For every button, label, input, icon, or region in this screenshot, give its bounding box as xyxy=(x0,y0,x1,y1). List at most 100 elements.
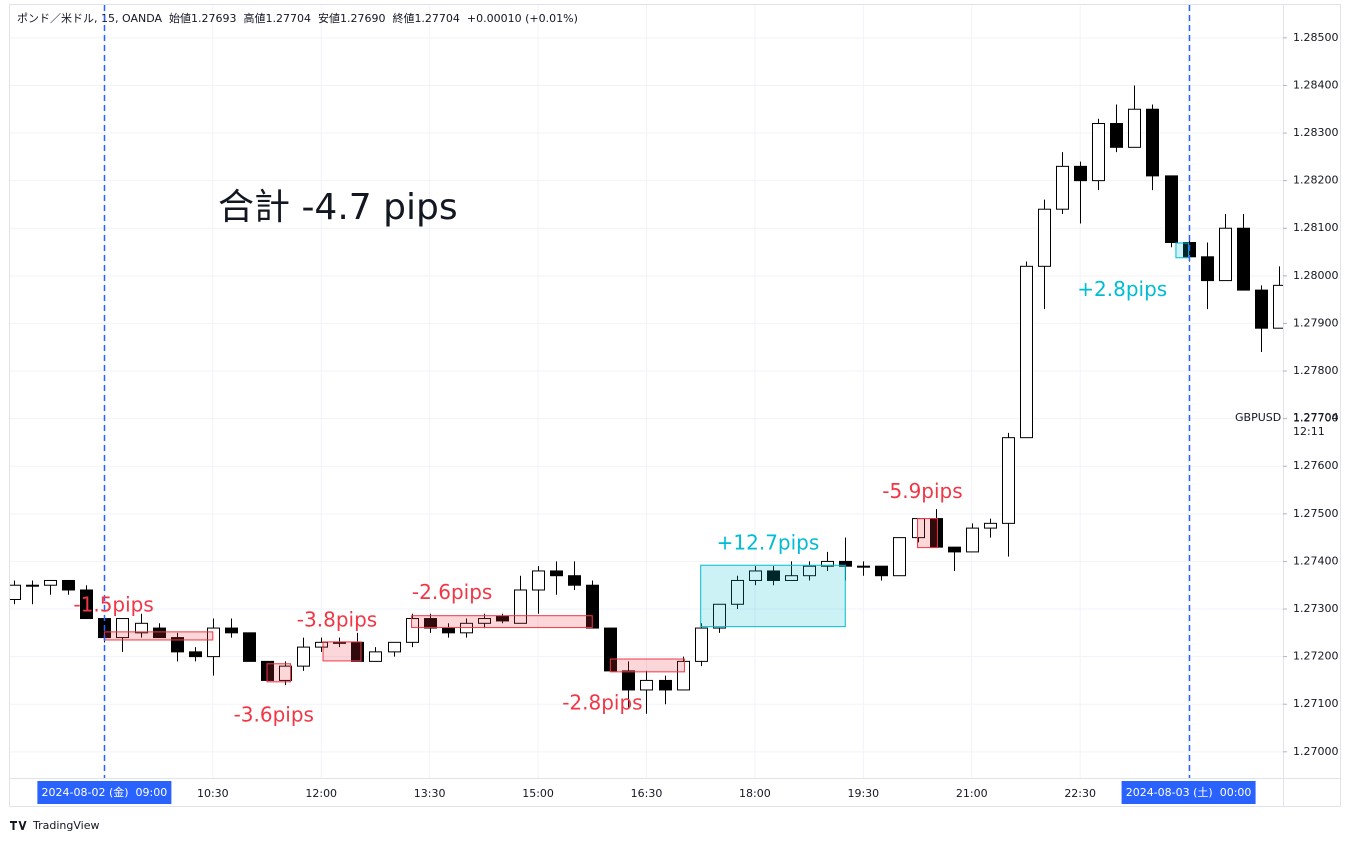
candle-body xyxy=(785,575,798,581)
frame xyxy=(9,4,1341,807)
candle-body xyxy=(857,565,870,568)
y-tick-label: 1.27600 xyxy=(1293,459,1339,472)
candle-body xyxy=(26,584,39,587)
x-tick-label: 13:30 xyxy=(414,787,446,800)
candle-body xyxy=(622,670,635,691)
total-label: 合計 -4.7 pips xyxy=(218,187,458,228)
x-tick-label: 19:30 xyxy=(847,787,879,800)
candle-body xyxy=(80,589,93,620)
x-tick-label: 16:30 xyxy=(631,787,663,800)
candle-body xyxy=(406,618,419,643)
candle-body xyxy=(677,660,690,691)
candle-body xyxy=(984,522,997,529)
candle-body xyxy=(1056,165,1069,210)
candle-body xyxy=(1146,108,1159,177)
candle-body xyxy=(731,579,744,605)
brand-logo xyxy=(10,821,27,830)
range-label: -3.8pips xyxy=(297,607,377,631)
x-tick-label: 22:30 xyxy=(1064,787,1096,800)
plot xyxy=(10,85,1283,714)
candle-body xyxy=(893,537,906,577)
x-tick-label: 18:00 xyxy=(739,787,771,800)
x-tick-label: 2024-08-03 (土) 00:00 xyxy=(1126,786,1252,799)
candle-body xyxy=(1110,123,1123,148)
candle-body xyxy=(44,579,57,586)
candle-body xyxy=(1237,227,1250,291)
grid xyxy=(10,5,1283,778)
y-tick-label: 1.27900 xyxy=(1293,316,1339,329)
candle-body xyxy=(10,584,21,601)
candle-body xyxy=(550,570,563,577)
range-label: +2.8pips xyxy=(1077,277,1167,301)
y-tick-label: 1.27800 xyxy=(1293,364,1339,377)
x-tick-label: 15:00 xyxy=(522,787,554,800)
y-tick-label: 1.27700 xyxy=(1293,412,1339,425)
candle-body xyxy=(948,546,961,553)
candle-body xyxy=(1219,227,1232,282)
range-label: -5.9pips xyxy=(882,479,962,503)
range-label: -2.6pips xyxy=(412,580,492,604)
range-label: -2.8pips xyxy=(562,690,642,714)
candle-body xyxy=(153,627,166,639)
range-box xyxy=(103,631,214,641)
candle-body xyxy=(207,627,220,658)
y-tick-label: 1.28500 xyxy=(1293,31,1339,44)
range-box xyxy=(700,564,846,628)
candle-body xyxy=(1165,175,1178,244)
y-tick-label: 1.28200 xyxy=(1293,174,1339,187)
candle-body xyxy=(1074,165,1087,182)
candle-body xyxy=(568,575,581,586)
candle-body xyxy=(821,560,834,567)
x-tick-label: 2024-08-02 (金) 09:00 xyxy=(42,785,168,799)
candle-body xyxy=(966,527,979,553)
candle-body xyxy=(116,618,129,639)
range-box xyxy=(1175,242,1190,259)
y-tick-label: 1.27400 xyxy=(1293,554,1339,567)
candle-body xyxy=(1002,437,1015,524)
range-box xyxy=(411,615,593,629)
y-tick-label: 1.28000 xyxy=(1293,269,1339,282)
y-tick-label: 1.28400 xyxy=(1293,78,1339,91)
range-box xyxy=(917,518,938,549)
range-label: +12.7pips xyxy=(717,531,820,555)
candle-body xyxy=(315,641,328,648)
candle-body xyxy=(695,627,708,662)
candle-body xyxy=(713,603,726,629)
candle-body xyxy=(369,651,382,662)
x-tick-label: 12:00 xyxy=(305,787,337,800)
x-label-box xyxy=(37,781,172,804)
x-tick-label: 10:30 xyxy=(197,787,229,800)
candle-body xyxy=(243,632,256,662)
countdown: 12:11 xyxy=(1293,425,1325,438)
x-tick-label: 21:00 xyxy=(956,787,988,800)
header: ポンド／米ドル, 15, OANDA 始値1.27693 高値1.27704 安… xyxy=(17,11,578,25)
symbol-label: GBPUSD xyxy=(1235,411,1281,424)
candle-body xyxy=(442,627,455,634)
candle-body xyxy=(514,589,527,624)
y-tick-label: 1.27500 xyxy=(1293,507,1339,520)
range-box xyxy=(266,663,292,683)
last-price: 1.27704 xyxy=(1293,411,1339,424)
candle-body xyxy=(767,570,780,581)
candle-body xyxy=(297,646,310,667)
candle-body xyxy=(171,637,184,653)
candle-body xyxy=(875,565,888,577)
candle-body xyxy=(749,570,762,581)
y-tick-label: 1.27200 xyxy=(1293,650,1339,663)
candle-body xyxy=(803,565,816,577)
range-box xyxy=(322,641,362,662)
y-tick-label: 1.27000 xyxy=(1293,745,1339,758)
range-box xyxy=(609,658,685,673)
candle-body xyxy=(225,627,238,634)
candle-body xyxy=(659,679,672,691)
candle-body xyxy=(135,622,148,634)
candle-body xyxy=(1273,284,1283,329)
y-tick-label: 1.27100 xyxy=(1293,697,1339,710)
candle-body xyxy=(1038,208,1051,267)
range-label: -3.6pips xyxy=(234,702,314,726)
candle-body xyxy=(1092,123,1105,182)
candle-body xyxy=(1020,265,1033,439)
candle-body xyxy=(1128,108,1141,148)
candle-body xyxy=(478,618,491,624)
